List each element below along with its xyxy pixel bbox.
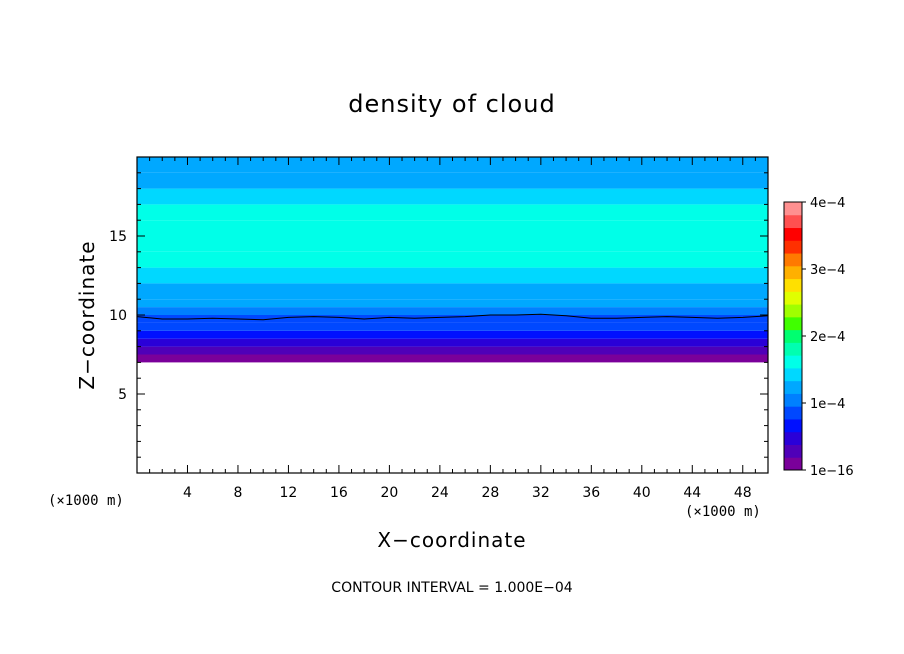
- x-tick-label: 12: [280, 485, 298, 501]
- density-band: [137, 330, 768, 339]
- contour-interval-note: CONTOUR INTERVAL = 1.000E−04: [331, 580, 572, 596]
- y-tick-label: 5: [118, 387, 127, 403]
- contour-line-1e-4: [137, 313, 768, 321]
- x-tick-label: 32: [532, 485, 550, 501]
- density-band: [137, 315, 768, 323]
- colorbar-swatch: [784, 253, 802, 267]
- colorbar-swatch: [784, 355, 802, 369]
- colorbar: 1e−16 1e−4 2e−4 3e−4 4e−4: [783, 196, 854, 479]
- x-tick-label: 8: [233, 485, 242, 501]
- x-axis-ticks: 4 8 12 16 20 24 28 32 36 40 44 48: [149, 157, 756, 501]
- colorbar-swatch: [784, 431, 802, 445]
- density-band: [137, 220, 768, 252]
- density-band: [137, 172, 768, 189]
- x-tick-label: 40: [633, 485, 651, 501]
- colorbar-swatch: [784, 291, 802, 305]
- colorbar-swatch: [784, 342, 802, 356]
- density-band: [137, 188, 768, 205]
- density-band: [137, 251, 768, 268]
- x-tick-label: 20: [380, 485, 398, 501]
- y-axis-ticks: 5 10 15: [109, 172, 768, 458]
- colorbar-tick-label: 4e−4: [810, 196, 845, 211]
- colorbar-tick-label: 2e−4: [810, 330, 845, 345]
- colorbar-swatch: [784, 278, 802, 292]
- plot-area: [137, 157, 768, 473]
- colorbar-swatch: [784, 380, 802, 394]
- density-band: [137, 157, 768, 173]
- density-band: [137, 322, 768, 331]
- x-tick-label: 36: [582, 485, 600, 501]
- density-band: [137, 354, 768, 363]
- density-band: [137, 267, 768, 284]
- x-tick-label: 28: [481, 485, 499, 501]
- colorbar-tick-label: 1e−4: [810, 397, 845, 412]
- x-tick-label: 48: [734, 485, 752, 501]
- colorbar-swatch: [784, 202, 802, 216]
- colorbar-tick-label: 3e−4: [810, 263, 845, 278]
- density-band: [137, 307, 768, 315]
- colorbar-swatch: [784, 457, 802, 471]
- density-band: [137, 204, 768, 221]
- y-tick-label: 10: [109, 308, 127, 324]
- x-axis-label: X−coordinate: [377, 528, 526, 552]
- colorbar-swatch: [784, 418, 802, 433]
- density-band: [137, 346, 768, 355]
- x-tick-label: 44: [683, 485, 701, 501]
- colorbar-swatch: [784, 393, 802, 407]
- density-bands: [137, 157, 768, 363]
- colorbar-swatch: [784, 329, 802, 343]
- x-unit-left: (×1000 m): [48, 493, 124, 509]
- density-band: [137, 338, 768, 347]
- x-tick-label: 16: [330, 485, 348, 501]
- colorbar-swatch: [784, 265, 802, 280]
- x-tick-label: 4: [183, 485, 192, 501]
- colorbar-swatch: [784, 214, 802, 229]
- colorbar-swatch: [784, 316, 802, 331]
- y-tick-label: 15: [109, 229, 127, 245]
- colorbar-swatch: [784, 444, 802, 458]
- density-band: [137, 299, 768, 308]
- x-tick-label: 24: [431, 485, 449, 501]
- colorbar-swatch: [784, 406, 802, 420]
- colorbar-tick-label: 1e−16: [810, 464, 854, 479]
- colorbar-swatch: [784, 367, 802, 382]
- x-unit-right: (×1000 m): [685, 504, 761, 520]
- density-band: [137, 283, 768, 300]
- chart-title: density of cloud: [348, 90, 555, 118]
- colorbar-swatch: [784, 227, 802, 241]
- colorbar-swatch: [784, 240, 802, 254]
- colorbar-swatch: [784, 304, 802, 318]
- y-axis-label: Z−coordinate: [75, 240, 99, 389]
